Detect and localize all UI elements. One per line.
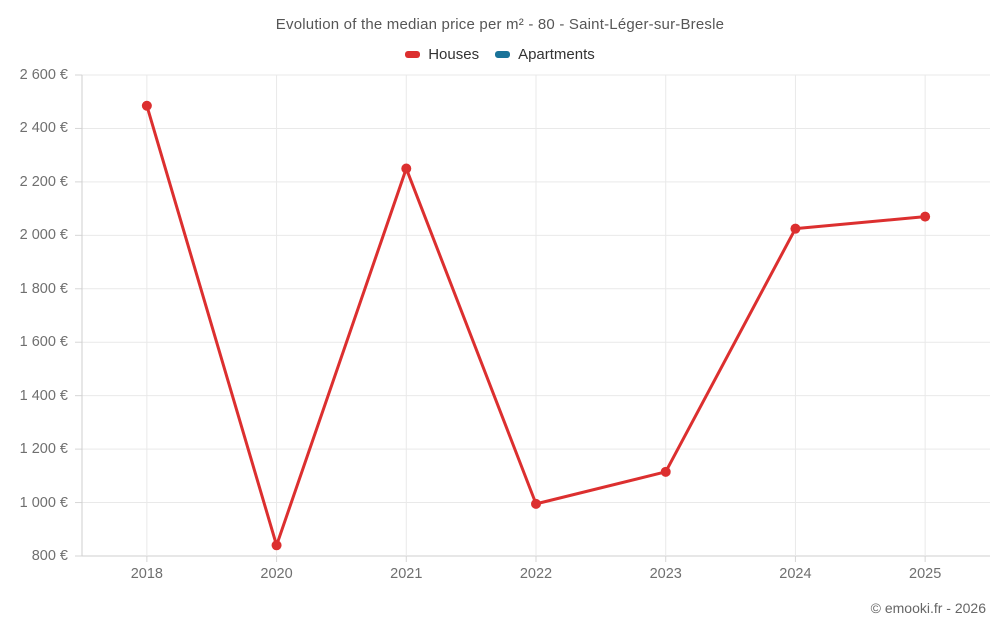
y-axis-label: 2 600 € bbox=[19, 67, 68, 83]
legend-item-houses[interactable]: Houses bbox=[405, 46, 479, 63]
data-point-houses-2023[interactable] bbox=[660, 466, 671, 477]
x-axis-label: 2018 bbox=[130, 566, 163, 582]
plot-area: 800 € 1 000 € 1 200 € 1 400 € 1 600 € 1 800 €… bbox=[20, 67, 990, 582]
y-axis-label: 2 000 € bbox=[19, 227, 68, 244]
legend-label: Houses bbox=[428, 46, 480, 63]
line-chart-svg bbox=[75, 74, 990, 562]
data-point-houses-2018[interactable] bbox=[141, 100, 152, 111]
y-axis-label: 1 400 € bbox=[19, 387, 68, 404]
x-axis-label: 2020 bbox=[260, 566, 293, 582]
y-axis-label: 1 000 € bbox=[19, 494, 68, 511]
legend-swatch-apartments bbox=[495, 51, 511, 58]
data-point-houses-2022[interactable] bbox=[531, 498, 541, 509]
y-axis-label: 2 200 € bbox=[19, 173, 68, 190]
x-axis-label: 2023 bbox=[649, 566, 682, 582]
legend-item-apartments[interactable]: Apartments bbox=[495, 46, 595, 63]
legend-label: Apartments bbox=[518, 46, 595, 63]
x-axis-label: 2025 bbox=[909, 566, 942, 582]
y-axis-label: 1 800 € bbox=[19, 280, 68, 297]
data-point-houses-2020[interactable] bbox=[271, 540, 282, 551]
data-point-houses-2024[interactable] bbox=[790, 223, 801, 234]
y-axis-label: 800 € bbox=[31, 548, 68, 564]
y-axis-label: 1 600 € bbox=[19, 334, 68, 351]
y-axis-label: 1 200 € bbox=[19, 441, 68, 458]
legend-swatch-houses bbox=[405, 51, 421, 58]
copyright-credit: © emooki.fr - 2026 bbox=[870, 600, 986, 616]
x-axis-label: 2021 bbox=[390, 566, 423, 582]
x-axis-label: 2024 bbox=[779, 566, 812, 582]
data-point-houses-2025[interactable] bbox=[920, 211, 931, 222]
data-point-houses-2021[interactable] bbox=[401, 163, 412, 174]
x-axis-label: 2022 bbox=[519, 566, 553, 582]
y-axis-label: 2 400 € bbox=[19, 120, 68, 137]
legend: Houses Apartments bbox=[0, 46, 1000, 63]
chart-title: Evolution of the median price per m² - 8… bbox=[275, 16, 725, 33]
